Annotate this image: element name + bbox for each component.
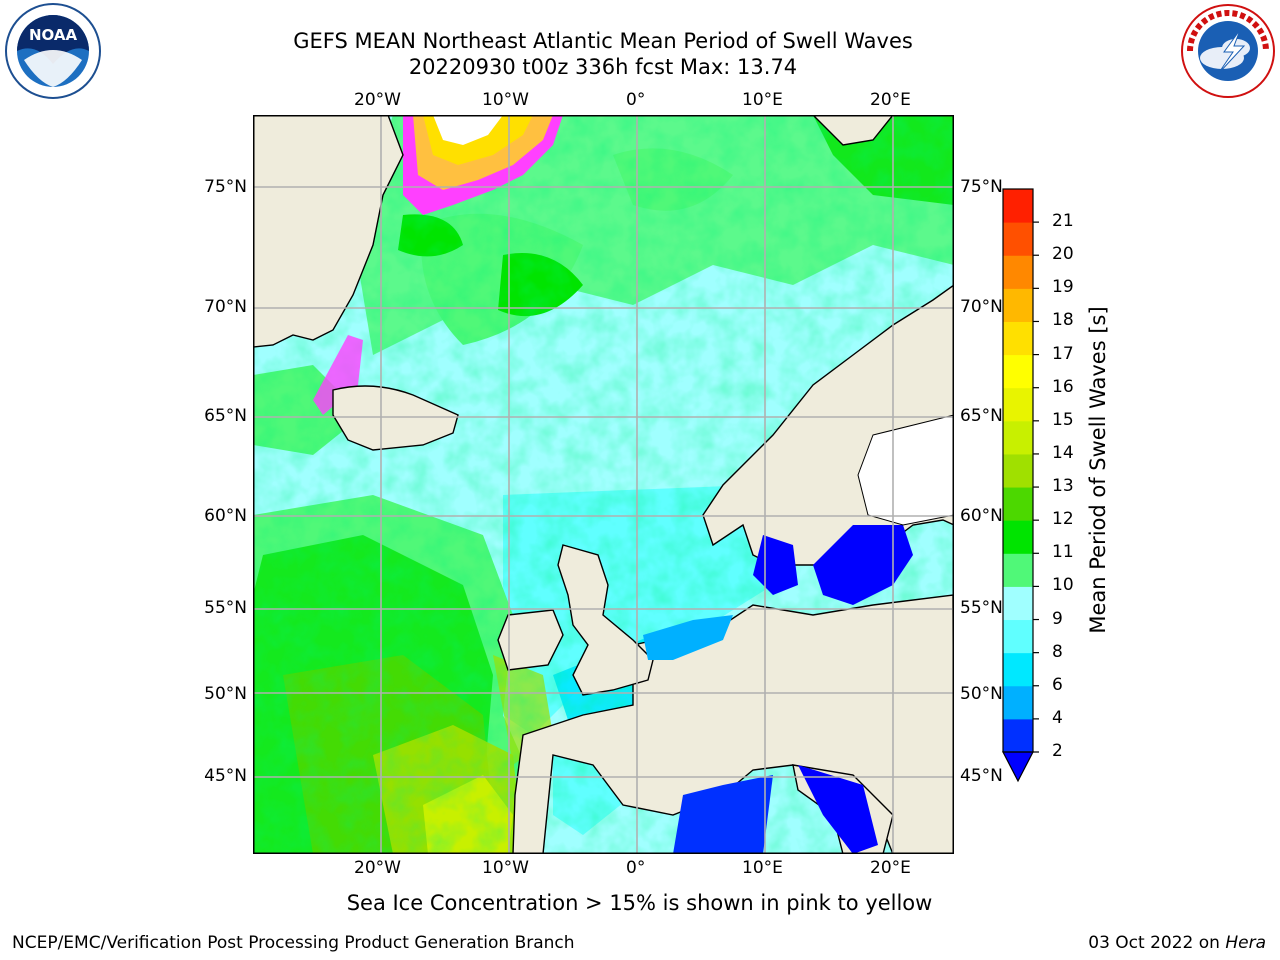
national-weather-service-logo-icon [1181, 4, 1275, 98]
chart-title: GEFS MEAN Northeast Atlantic Mean Period… [293, 29, 913, 53]
colorbar-band [1003, 685, 1033, 720]
colorbar-tick-label: 11 [1052, 542, 1074, 563]
colorbar [1002, 188, 1039, 783]
colorbar-band [1003, 553, 1033, 587]
baltic-sea [813, 525, 913, 605]
colorbar-band [1003, 222, 1033, 256]
noaa-logo-icon: NOAA [5, 3, 101, 99]
colorbar-band [1003, 487, 1033, 521]
lon-label-bottom-20w: 20°W [354, 858, 401, 878]
colorbar-band [1003, 652, 1033, 687]
lat-label-right-55n: 55°N [960, 598, 1003, 618]
lon-label-top-0: 0° [626, 90, 646, 110]
noaa-logo-text: NOAA [29, 26, 78, 44]
colorbar-band [1003, 255, 1033, 289]
colorbar-band [1003, 420, 1033, 455]
lat-label-right-70n: 70°N [960, 297, 1003, 317]
lat-label-right-45n: 45°N [960, 766, 1003, 786]
colorbar-tick-label: 15 [1052, 409, 1074, 430]
colorbar-band [1003, 387, 1033, 422]
colorbar-band [1003, 321, 1033, 356]
colorbar-tick-label: 21 [1052, 211, 1074, 232]
colorbar-tick-label: 2 [1052, 741, 1063, 761]
lon-label-top-10w: 10°W [482, 90, 529, 110]
graticule [253, 115, 954, 854]
lat-label-left-65n: 65°N [204, 406, 247, 426]
colorbar-band [1003, 354, 1033, 389]
colorbar-tick-label: 12 [1052, 509, 1074, 530]
lat-label-left-70n: 70°N [204, 297, 247, 317]
lat-label-left-45n: 45°N [204, 766, 247, 786]
lat-label-right-75n: 75°N [960, 177, 1003, 197]
lon-label-bottom-0: 0° [626, 858, 646, 878]
sea-ice-caption: Sea Ice Concentration > 15% is shown in … [346, 891, 933, 915]
colorbar-tick-label: 8 [1052, 641, 1063, 662]
colorbar-band [1003, 520, 1033, 554]
footer-date: 03 Oct 2022 on Hera [1088, 933, 1266, 953]
colorbar-band [1003, 189, 1033, 223]
lat-label-right-65n: 65°N [960, 406, 1003, 426]
colorbar-band [1003, 619, 1033, 654]
lon-label-top-20e: 20°E [870, 90, 911, 110]
colorbar-tick-label: 6 [1052, 674, 1063, 695]
colorbar-tick-label: 16 [1052, 376, 1074, 397]
lat-label-right-60n: 60°N [960, 506, 1003, 526]
footer-host: Hera [1225, 933, 1266, 953]
colorbar-band [1003, 453, 1033, 488]
colorbar-title: Mean Period of Swell Waves [s] [1086, 306, 1110, 634]
lon-label-bottom-20e: 20°E [870, 858, 911, 878]
colorbar-band [1003, 586, 1033, 621]
lon-label-top-20w: 20°W [354, 90, 401, 110]
lon-label-bottom-10e: 10°E [742, 858, 783, 878]
lat-label-left-50n: 50°N [204, 684, 247, 704]
lat-label-left-60n: 60°N [204, 506, 247, 526]
lat-label-left-75n: 75°N [204, 177, 247, 197]
colorbar-tick-label: 18 [1052, 310, 1074, 331]
footer-organization: NCEP/EMC/Verification Post Processing Pr… [12, 933, 575, 953]
colorbar-tick-label: 13 [1052, 476, 1074, 497]
colorbar-tick-label: 20 [1052, 244, 1074, 265]
mediterranean-sea [673, 775, 773, 854]
lat-label-left-55n: 55°N [204, 598, 247, 618]
lat-label-right-50n: 50°N [960, 684, 1003, 704]
colorbar-underflow-triangle [1002, 751, 1034, 783]
lon-label-top-10e: 10°E [742, 90, 783, 110]
colorbar-tick-label: 4 [1052, 707, 1063, 728]
colorbar-tick-label: 17 [1052, 343, 1074, 364]
map-panel [253, 115, 954, 854]
lon-label-bottom-10w: 10°W [482, 858, 529, 878]
colorbar-tick-label: 10 [1052, 575, 1074, 596]
colorbar-band [1003, 718, 1033, 753]
colorbar-tick-label: 9 [1052, 608, 1063, 629]
colorbar-tick-label: 14 [1052, 442, 1074, 463]
colorbar-band [1003, 288, 1033, 322]
colorbar-tick-label: 19 [1052, 277, 1074, 298]
chart-subtitle: 20220930 t00z 336h fcst Max: 13.74 [408, 55, 798, 79]
